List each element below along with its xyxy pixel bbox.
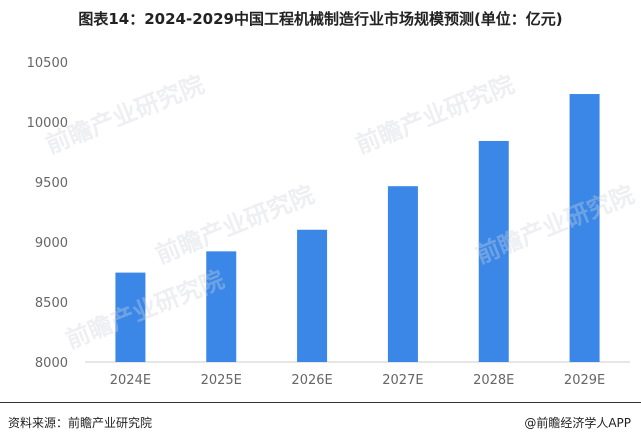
y-tick-label: 9000	[35, 236, 68, 251]
source-note: 资料来源：前瞻产业研究院	[8, 416, 153, 430]
x-tick-label: 2027E	[382, 373, 423, 388]
bar-2024e	[115, 272, 146, 362]
x-tick-label: 2024E	[110, 373, 151, 388]
footer-divider	[0, 402, 641, 403]
bar-2025e	[206, 251, 237, 362]
y-tick-label: 8000	[35, 356, 68, 371]
chart-title: 图表14：2024-2029中国工程机械制造行业市场规模预测(单位：亿元)	[78, 10, 563, 28]
bar-2026e	[297, 229, 328, 362]
x-tick-label: 2025E	[201, 373, 242, 388]
bar-chart: 8000 8500 9000 9500 10000 10500 2024E 2025E 2026…	[27, 56, 630, 388]
x-tick-label: 2029E	[564, 373, 605, 388]
brand-credit: @前瞻经济学人APP	[524, 416, 631, 430]
x-tick-label: 2028E	[473, 373, 514, 388]
x-tick-label: 2026E	[291, 373, 332, 388]
y-tick-label: 10000	[27, 116, 68, 131]
bar-2029e	[569, 94, 600, 362]
bar-2028e	[478, 140, 509, 362]
y-tick-label: 9500	[35, 176, 68, 191]
y-tick-label: 8500	[35, 296, 68, 311]
bar-2027e	[387, 186, 418, 362]
y-tick-label: 10500	[27, 56, 68, 71]
